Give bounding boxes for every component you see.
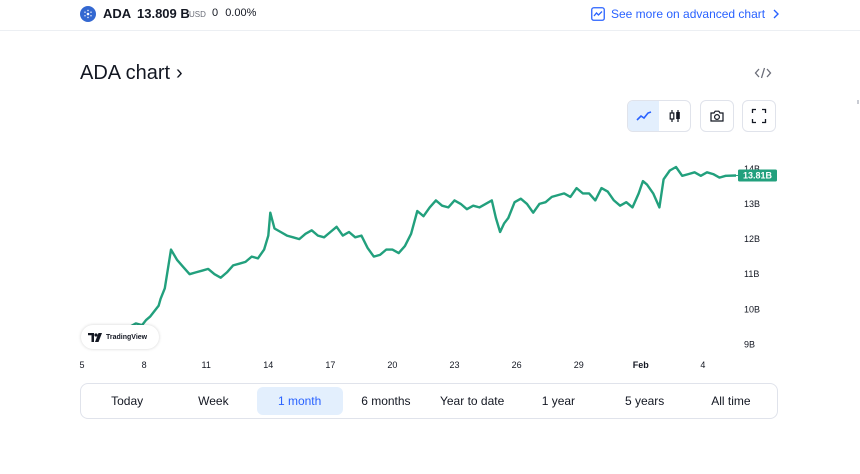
y-tick-label: 12B: [744, 234, 760, 244]
time-range-selector: Today Week 1 month 6 months Year to date 1 ye…: [80, 383, 778, 419]
range-button-today[interactable]: Today: [111, 394, 144, 408]
range-button-year-to-date[interactable]: Year to date: [439, 394, 505, 408]
x-tick-label: 17: [325, 360, 335, 370]
fullscreen-button[interactable]: [742, 100, 776, 132]
camera-icon: [710, 110, 724, 122]
line-style-button[interactable]: [628, 101, 659, 131]
currency-label: USD: [189, 10, 206, 19]
last-value-label: 13.81B: [743, 170, 773, 180]
tradingview-badge[interactable]: TradingView: [81, 325, 159, 349]
range-button-5-years[interactable]: 5 years: [624, 394, 665, 408]
scrollbar-thumb[interactable]: [857, 100, 859, 104]
x-tick-label: 29: [574, 360, 584, 370]
cardano-coin-icon: [80, 6, 96, 22]
snapshot-button[interactable]: [700, 100, 734, 132]
advanced-chart-link[interactable]: See more on advanced chart: [591, 5, 780, 23]
x-tick-label: 8: [142, 360, 147, 370]
change-absolute: 0: [212, 7, 219, 19]
symbol-label: ADA: [103, 6, 132, 21]
y-axis: 9B 10B 11B 12B 13B 14B: [744, 164, 760, 350]
x-tick-label: 20: [387, 360, 397, 370]
x-tick-label: 23: [450, 360, 460, 370]
y-tick-label: 11B: [744, 269, 759, 279]
change-percent: 0.00%: [225, 7, 257, 19]
range-button-week[interactable]: Week: [198, 394, 229, 408]
price-change: 0 0.00%: [212, 7, 260, 19]
price-chart[interactable]: 9B 10B 11B 12B 13B 14B 5 8 11 14 17 20 23 26 29 Feb 4 1…: [0, 140, 860, 380]
range-button-6-months[interactable]: 6 months: [361, 394, 411, 408]
y-tick-label: 14B: [744, 164, 760, 174]
chevron-right-icon: [773, 9, 780, 19]
price-value: 13.809 B: [137, 6, 190, 21]
candles-style-button[interactable]: [659, 101, 690, 131]
y-tick-label: 9B: [744, 339, 755, 349]
top-bar: ADA 13.809 B USD 0 0.00% See more on adv…: [0, 0, 860, 31]
x-tick-label: 14: [263, 360, 273, 370]
chart-line-icon: [591, 7, 605, 21]
x-tick-label: 5: [79, 360, 84, 370]
range-button-1-year[interactable]: 1 year: [541, 394, 576, 408]
last-value-marker: 13.81B: [736, 169, 777, 182]
fullscreen-icon: [751, 108, 767, 124]
chart-style-toggle: [627, 100, 691, 132]
y-tick-label: 10B: [744, 304, 760, 314]
candles-icon: [669, 110, 680, 122]
tradingview-label: TradingView: [106, 333, 148, 341]
advanced-chart-link-label: See more on advanced chart: [611, 7, 766, 21]
x-axis: 5 8 11 14 17 20 23 26 29 Feb 4: [79, 360, 705, 370]
x-tick-label: 26: [512, 360, 522, 370]
last-value-badge: [738, 169, 777, 182]
range-button-all-time[interactable]: All time: [711, 394, 751, 408]
chart-title-text: ADA chart: [80, 62, 171, 84]
embed-code-icon[interactable]: [754, 66, 772, 80]
chevron-right-icon: ›: [176, 62, 183, 84]
x-tick-label: 11: [202, 360, 211, 370]
chart-title[interactable]: ADA chart ›: [80, 62, 183, 85]
x-tick-label: Feb: [633, 360, 650, 370]
series-line: [81, 165, 737, 339]
line-chart-icon: [635, 111, 651, 121]
tradingview-logo-icon: [88, 332, 102, 342]
plot-area: [81, 165, 737, 339]
x-tick-label: 4: [700, 360, 705, 370]
y-tick-label: 13B: [744, 199, 760, 209]
range-button-1-month[interactable]: 1 month: [256, 387, 343, 415]
